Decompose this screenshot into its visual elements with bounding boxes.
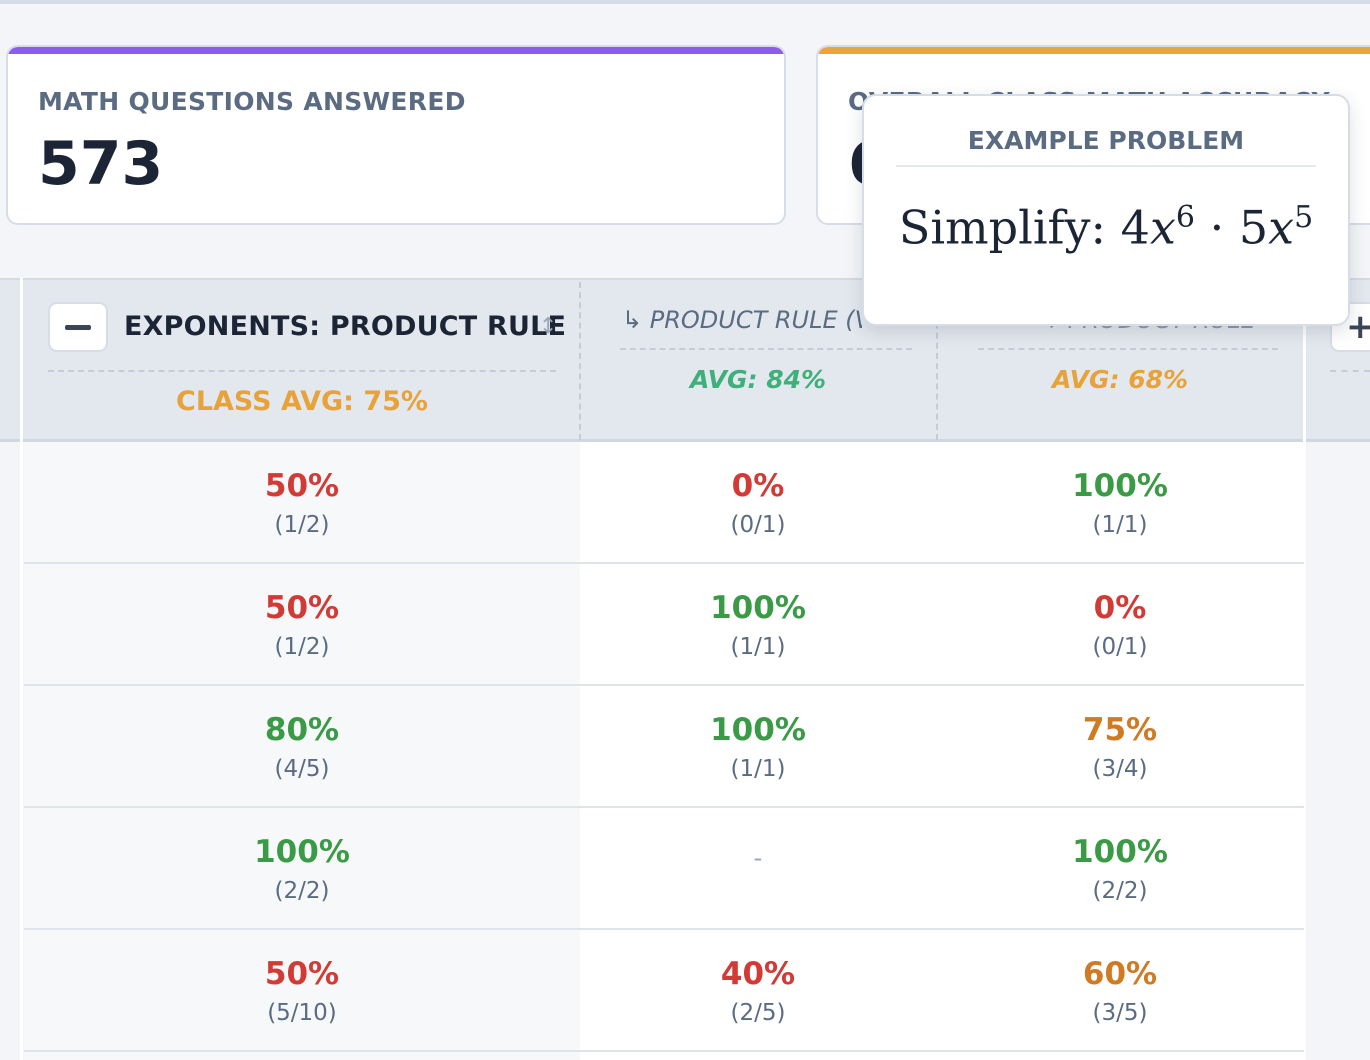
questions-answered-value: 573 [38,129,164,199]
score-percent: 80% [264,712,340,748]
score-percent: 60% [1082,956,1158,992]
problem-variable: x [1268,200,1295,255]
score-cell[interactable]: 0% (0/1) [580,442,936,562]
card-accent-bar [8,47,784,54]
card-accent-bar [818,47,1370,54]
problem-exponent: 5 [1294,200,1314,235]
header-divider [1330,370,1370,372]
subskill-average-2: AVG: 68% [1051,365,1189,394]
problem-exponent: 6 [1175,200,1195,235]
row-divider [24,928,1304,930]
score-percent: 50% [264,590,340,626]
subskill-title-1[interactable]: ↳ PRODUCT RULE (VA [622,306,862,334]
class-average: CLASS AVG: 75% [176,386,428,417]
score-fraction: (0/1) [1092,634,1148,660]
score-percent: 40% [720,956,796,992]
score-cell[interactable]: 100% (1/1) [936,442,1304,562]
score-cell[interactable]: - [580,808,936,928]
sort-arrows-icon[interactable]: ↕ [539,314,558,339]
collapse-group-button[interactable] [48,302,108,352]
score-fraction: (1/1) [1092,512,1148,538]
top-divider [0,0,1370,4]
no-data-dash: - [753,844,763,872]
table-row: 50% (1/2) 0% (0/1) 100% (1/1) [0,442,1370,564]
score-percent: 0% [1093,590,1147,626]
score-fraction: (5/10) [267,1000,337,1026]
score-cell[interactable]: 80% (4/5) [24,686,580,806]
score-fraction: (4/5) [274,756,330,782]
score-cell[interactable]: 40% (2/5) [580,930,936,1050]
score-percent: 100% [1072,468,1168,504]
score-percent: 100% [710,712,806,748]
score-fraction: (1/1) [730,756,786,782]
score-fraction: (1/1) [730,634,786,660]
questions-answered-card: MATH QUESTIONS ANSWERED 573 [6,45,786,225]
table-row: 80% (4/5) 100% (1/1) 75% (3/4) [0,686,1370,808]
column-background [24,442,580,1060]
problem-prefix: Simplify: 4 [898,200,1150,255]
table-row: 100% (2/2) - 100% (2/2) [0,808,1370,930]
score-cell[interactable]: 100% (1/1) [580,564,936,684]
header-divider [620,348,912,350]
score-percent: 100% [1072,834,1168,870]
minus-icon [65,324,91,330]
score-percent: 0% [731,468,785,504]
column-rule [20,278,23,1060]
example-problem-tooltip: EXAMPLE PROBLEM Simplify: 4x6 · 5x5 [862,94,1350,326]
score-cell[interactable]: 100% (2/2) [936,808,1304,928]
score-fraction: (3/5) [1092,1000,1148,1026]
score-fraction: (2/5) [730,1000,786,1026]
score-percent: 50% [264,468,340,504]
column-rule [1303,278,1306,1060]
column-separator [936,282,938,440]
score-fraction: (2/2) [1092,878,1148,904]
score-percent: 100% [710,590,806,626]
score-percent: 100% [254,834,350,870]
score-percent: 50% [264,956,340,992]
score-cell[interactable]: 0% (0/1) [936,564,1304,684]
column-separator [579,282,581,440]
table-row: 50% (1/2) 100% (1/1) 0% (0/1) [0,564,1370,686]
score-percent: 75% [1082,712,1158,748]
row-divider [24,684,1304,686]
row-divider [24,806,1304,808]
score-fraction: (1/2) [274,634,330,660]
score-fraction: (3/4) [1092,756,1148,782]
score-fraction: (1/2) [274,512,330,538]
skill-group-title[interactable]: EXPONENTS: PRODUCT RULE [124,311,567,342]
row-divider [24,562,1304,564]
header-divider [978,348,1278,350]
problem-middle: · 5 [1194,200,1269,255]
questions-answered-label: MATH QUESTIONS ANSWERED [38,87,466,116]
column-background [580,442,1304,1060]
score-cell[interactable]: 50% (5/10) [24,930,580,1050]
score-cell[interactable]: 50% (1/2) [24,442,580,562]
score-cell[interactable]: 50% (1/2) [24,564,580,684]
example-problem-text: Simplify: 4x6 · 5x5 [864,200,1348,254]
table-row: 50% (5/10) 40% (2/5) 60% (3/5) [0,930,1370,1052]
problem-variable: x [1149,200,1176,255]
plus-icon: + [1346,307,1370,347]
score-cell[interactable]: 100% (1/1) [580,686,936,806]
score-cell[interactable]: 100% (2/2) [24,808,580,928]
score-fraction: (2/2) [274,878,330,904]
header-divider [48,370,556,372]
score-cell[interactable]: 60% (3/5) [936,930,1304,1050]
subskill-average-1: AVG: 84% [689,365,827,394]
row-divider [24,1050,1304,1052]
results-table-body: 50% (1/2) 0% (0/1) 100% (1/1) 50% (1/2) 100% (1/1… [0,442,1370,1060]
score-cell[interactable]: 75% (3/4) [936,686,1304,806]
tooltip-title: EXAMPLE PROBLEM [896,126,1316,167]
score-fraction: (0/1) [730,512,786,538]
